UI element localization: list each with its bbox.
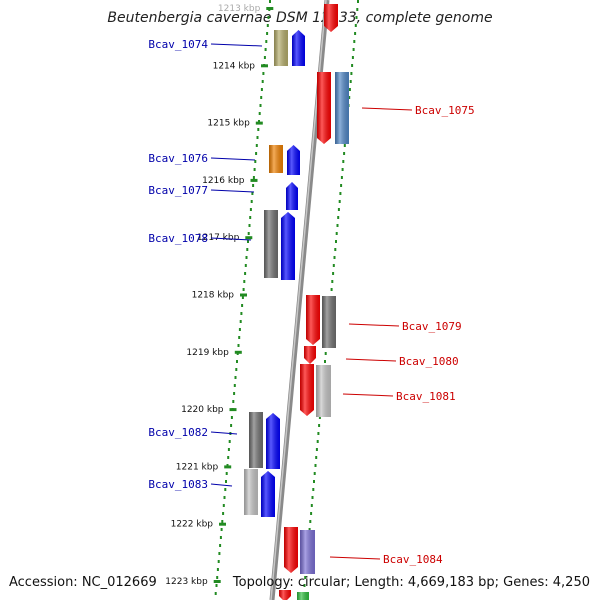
gene-feature-red xyxy=(324,4,338,32)
kbp-tick-label: 1214 kbp xyxy=(213,61,256,71)
gene-label-bcav_1082: Bcav_1082 xyxy=(148,426,238,439)
gene-feature-orange xyxy=(269,145,283,173)
kbp-tick-label: 1213 kbp xyxy=(218,4,261,14)
gene-label-text: Bcav_1083 xyxy=(148,478,208,491)
gene-label-text: Bcav_1074 xyxy=(148,38,208,51)
gene-feature-steelblue xyxy=(335,72,349,144)
gene-feature-red xyxy=(306,295,320,345)
gene-feature-blue xyxy=(266,413,280,469)
gene-features xyxy=(244,4,349,600)
gene-feature-silver xyxy=(244,469,258,515)
gene-label-bcav_1081: Bcav_1081 xyxy=(342,390,456,403)
topology-text: Topology: circular; Length: 4,669,183 bp… xyxy=(232,575,590,590)
gene-feature-blue xyxy=(281,212,295,280)
gene-label-text: Bcav_1084 xyxy=(383,553,443,566)
kbp-tick: 1219 kbp xyxy=(186,348,242,358)
gene-label-bcav_1076: Bcav_1076 xyxy=(148,152,256,165)
gene-label-bcav_1079: Bcav_1079 xyxy=(348,320,462,333)
gene-feature-gray xyxy=(249,412,263,468)
kbp-tick: 1214 kbp xyxy=(213,61,268,71)
kbp-tick: 1222 kbp xyxy=(171,520,226,530)
kbp-tick: 1216 kbp xyxy=(202,176,258,186)
kbp-tick-label: 1219 kbp xyxy=(186,348,229,358)
gene-label-text: Bcav_1082 xyxy=(148,426,208,439)
gene-labels: Bcav_1074 Bcav_1075 Bcav_1076 Bcav_1077 Bcav… xyxy=(148,38,474,566)
kbp-tick-label: 1220 kbp xyxy=(181,405,224,415)
gene-feature-blue xyxy=(287,145,300,175)
genome-title: Beutenbergia cavernae DSM 12333, complet… xyxy=(107,10,493,26)
gene-feature-red xyxy=(279,590,291,600)
gene-label-bcav_1074: Bcav_1074 xyxy=(148,38,263,51)
gene-feature-red xyxy=(300,364,314,416)
gene-feature-blue xyxy=(286,182,298,210)
gene-feature-green xyxy=(297,592,309,600)
kbp-tick: 1213 kbp xyxy=(218,4,274,14)
kbp-tick-label: 1223 kbp xyxy=(165,577,208,587)
gene-label-text: Bcav_1079 xyxy=(402,320,462,333)
accession-text: Accession: NC_012669 xyxy=(9,575,157,590)
gene-label-text: Bcav_1080 xyxy=(399,355,459,368)
gene-feature-red xyxy=(304,346,316,364)
gene-label-text: Bcav_1078 xyxy=(148,232,208,245)
gene-label-bcav_1077: Bcav_1077 xyxy=(148,184,255,197)
gene-label-text: Bcav_1076 xyxy=(148,152,208,165)
gene-feature-olive xyxy=(274,30,288,66)
gene-feature-red xyxy=(317,72,331,144)
gene-feature-blue xyxy=(261,471,275,517)
gene-feature-gray xyxy=(264,210,278,278)
gene-label-bcav_1080: Bcav_1080 xyxy=(345,355,459,368)
gene-feature-purple xyxy=(300,530,315,574)
gene-feature-red xyxy=(284,527,298,573)
gene-label-text: Bcav_1077 xyxy=(148,184,208,197)
kbp-tick-label: 1218 kbp xyxy=(192,291,235,301)
kbp-tick-label: 1222 kbp xyxy=(171,520,214,530)
kbp-tick-label: 1216 kbp xyxy=(202,176,245,186)
kbp-tick: 1218 kbp xyxy=(192,291,247,301)
gene-feature-blue xyxy=(292,30,305,66)
gene-feature-gray xyxy=(322,296,336,348)
kbp-tick: 1223 kbp xyxy=(165,577,221,587)
gene-label-bcav_1078: Bcav_1078 xyxy=(148,232,252,245)
gene-feature-silver xyxy=(316,365,331,417)
kbp-tick: 1220 kbp xyxy=(181,405,237,415)
kbp-tick-label: 1215 kbp xyxy=(207,119,250,129)
kbp-tick-label: 1221 kbp xyxy=(176,462,219,472)
gene-label-bcav_1084: Bcav_1084 xyxy=(329,553,443,566)
gene-label-bcav_1083: Bcav_1083 xyxy=(148,478,233,491)
kbp-tick: 1221 kbp xyxy=(176,462,232,472)
gene-label-bcav_1075: Bcav_1075 xyxy=(361,104,475,117)
kbp-tick: 1215 kbp xyxy=(207,119,263,129)
gene-label-text: Bcav_1075 xyxy=(415,104,475,117)
gene-label-text: Bcav_1081 xyxy=(396,390,456,403)
